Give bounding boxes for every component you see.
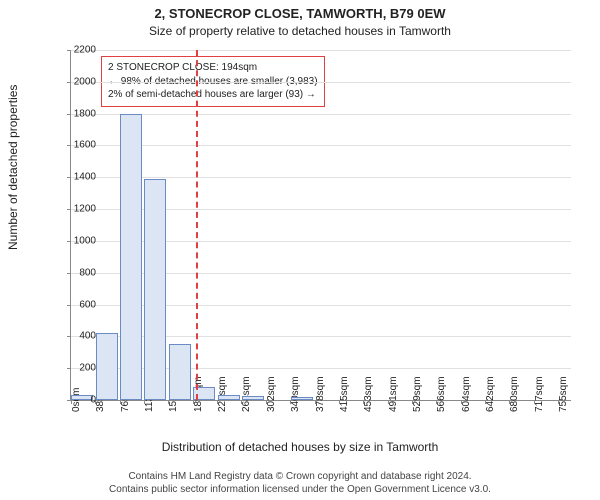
x-tick-label: 680sqm [509, 376, 520, 412]
histogram-bar [96, 333, 118, 400]
histogram-bar [169, 344, 191, 400]
y-tick-label: 1800 [46, 108, 96, 119]
y-tick-label: 1400 [46, 172, 96, 183]
x-tick-label: 755sqm [558, 376, 569, 412]
plot-area: 2 STONECROP CLOSE: 194sqm ← 98% of detac… [70, 50, 571, 401]
histogram-bar [218, 395, 240, 400]
gridline-h [71, 145, 571, 146]
histogram-bar [242, 396, 264, 400]
x-tick-label: 415sqm [339, 376, 350, 412]
x-tick-label: 302sqm [266, 376, 277, 412]
y-tick-label: 1600 [46, 140, 96, 151]
chart-title: 2, STONECROP CLOSE, TAMWORTH, B79 0EW [0, 6, 600, 21]
x-tick-label: 340sqm [290, 376, 301, 412]
histogram-bar [144, 179, 166, 400]
histogram-bar [120, 114, 142, 400]
x-tick-label: 453sqm [363, 376, 374, 412]
x-tick-label: 566sqm [436, 376, 447, 412]
x-axis-label: Distribution of detached houses by size … [0, 440, 600, 454]
x-tick-label: 378sqm [315, 376, 326, 412]
x-tick-label: 717sqm [534, 376, 545, 412]
gridline-h [71, 82, 571, 83]
y-axis-label: Number of detached properties [6, 85, 20, 250]
reference-line [196, 50, 198, 400]
histogram-bar [291, 397, 313, 400]
gridline-h [71, 50, 571, 51]
chart-container: { "title": "2, STONECROP CLOSE, TAMWORTH… [0, 0, 600, 500]
x-tick-label: 642sqm [485, 376, 496, 412]
chart-footer: Contains HM Land Registry data © Crown c… [0, 470, 600, 496]
chart-subtitle: Size of property relative to detached ho… [0, 24, 600, 38]
y-tick-label: 2200 [46, 45, 96, 56]
y-tick-label: 1000 [46, 235, 96, 246]
footer-line-1: Contains HM Land Registry data © Crown c… [0, 470, 600, 483]
x-tick-label: 529sqm [412, 376, 423, 412]
x-tick-label: 604sqm [461, 376, 472, 412]
x-tick-label: 491sqm [388, 376, 399, 412]
y-tick-label: 1200 [46, 204, 96, 215]
y-tick-label: 600 [46, 299, 96, 310]
footer-line-2: Contains public sector information licen… [0, 483, 600, 496]
x-tick-label: 227sqm [217, 376, 228, 412]
annotation-line-3: 2% of semi-detached houses are larger (9… [108, 88, 318, 102]
y-tick-label: 400 [46, 331, 96, 342]
y-tick-label: 200 [46, 363, 96, 374]
y-tick-label: 0 [46, 395, 96, 406]
annotation-line-1: 2 STONECROP CLOSE: 194sqm [108, 61, 318, 75]
y-tick-label: 2000 [46, 76, 96, 87]
gridline-h [71, 114, 571, 115]
x-tick-label: 264sqm [241, 376, 252, 412]
y-tick-label: 800 [46, 267, 96, 278]
